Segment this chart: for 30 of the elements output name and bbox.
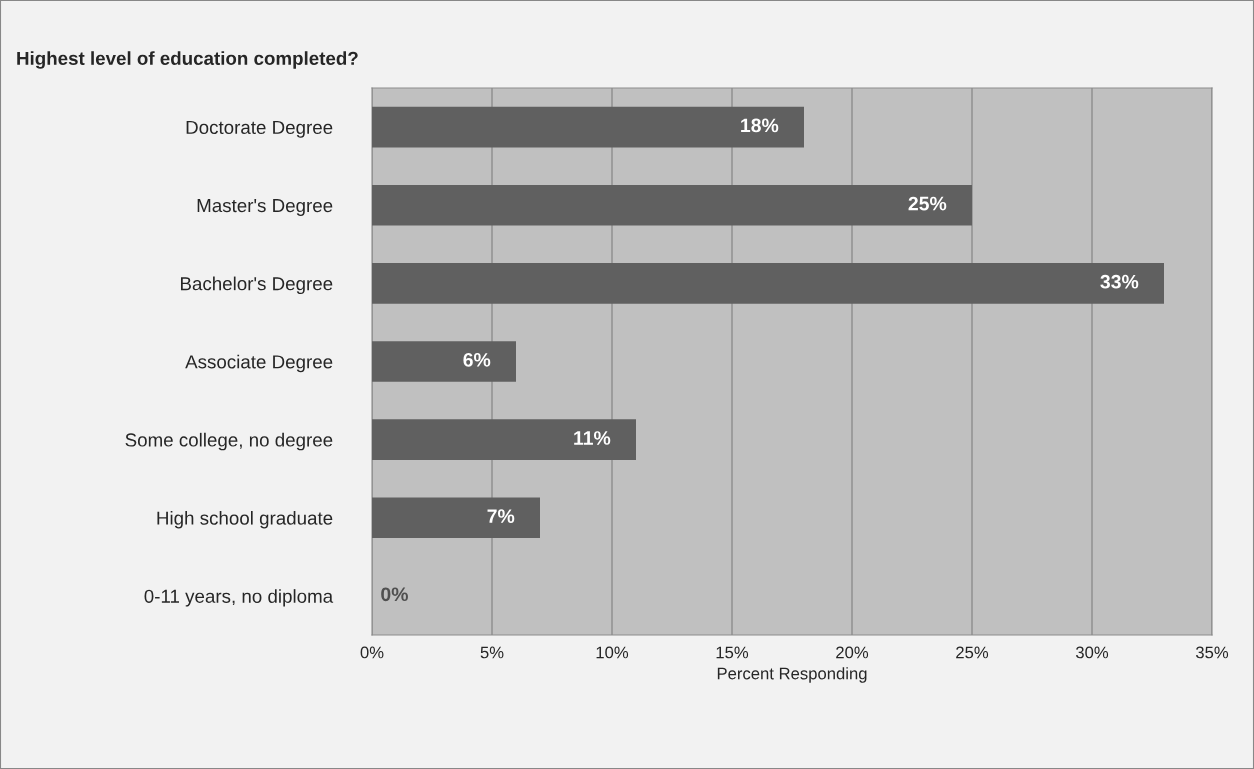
x-tick-label: 25% bbox=[956, 646, 989, 659]
data-label: 11% bbox=[574, 431, 611, 445]
x-tick-label: 20% bbox=[836, 646, 869, 659]
y-tick-label: Master's Degree bbox=[197, 199, 333, 216]
bar bbox=[372, 184, 972, 226]
bar bbox=[372, 497, 540, 539]
x-tick-label: 0% bbox=[360, 646, 384, 659]
x-tick-label: 15% bbox=[716, 646, 749, 659]
x-tick-label: 30% bbox=[1075, 646, 1109, 659]
y-tick-label: Bachelor's Degree bbox=[181, 276, 333, 295]
text: Highest level of education completed? bbox=[17, 51, 358, 69]
data-label: 18% bbox=[741, 118, 779, 133]
x-axis-title: Percent Responding bbox=[717, 667, 867, 683]
y-tick-label: Doctorate Degree bbox=[186, 120, 333, 138]
bar bbox=[372, 419, 636, 460]
y-tick-label: Associate Degree bbox=[185, 354, 333, 373]
data-label: 25% bbox=[908, 196, 947, 211]
data-label: 33% bbox=[1100, 274, 1139, 289]
bar bbox=[372, 106, 804, 148]
x-tick-label: 5% bbox=[480, 646, 504, 659]
data-label: 7% bbox=[487, 509, 515, 523]
y-tick-label: Some college, no degree bbox=[125, 432, 333, 451]
bar bbox=[372, 341, 516, 382]
x-tick-label: 10% bbox=[596, 646, 629, 659]
x-tick-label: 35% bbox=[1195, 646, 1229, 659]
data-label: 0% bbox=[381, 587, 408, 602]
y-tick-label: 0-11 years, no diploma bbox=[144, 589, 334, 607]
data-label: 6% bbox=[463, 352, 491, 367]
bar bbox=[372, 263, 1164, 304]
y-tick-label: High school graduate bbox=[157, 510, 333, 529]
